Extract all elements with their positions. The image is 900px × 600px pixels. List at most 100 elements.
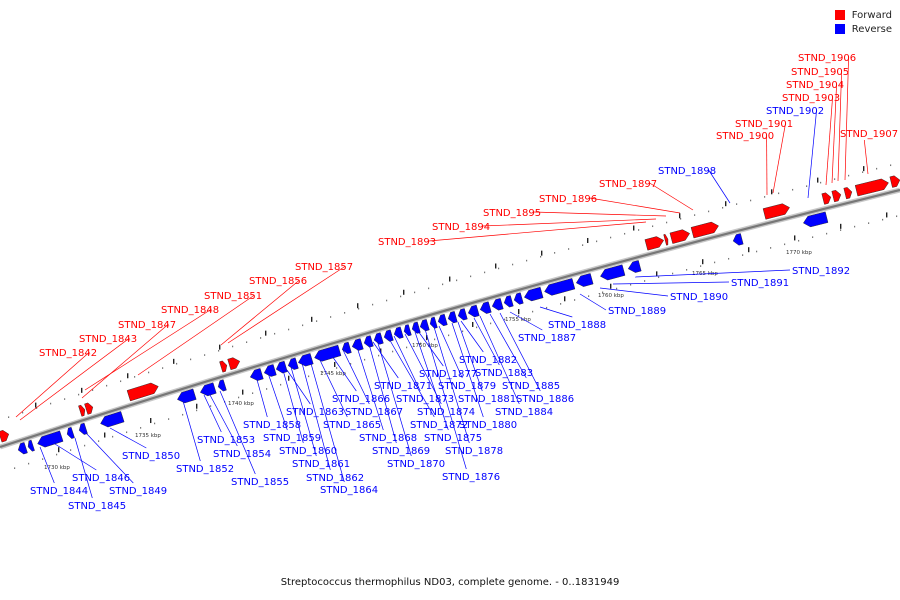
minor-tick-upper xyxy=(148,371,150,374)
minor-tick-upper xyxy=(736,203,738,205)
forward-gene-arrow xyxy=(831,190,842,203)
minor-tick-lower xyxy=(588,295,590,297)
gene-label: STND_1850 xyxy=(122,451,180,462)
minor-tick-lower xyxy=(574,299,576,301)
legend-item-reverse: Reverse xyxy=(834,22,892,36)
minor-tick-lower xyxy=(686,268,688,271)
reverse-leader-line xyxy=(109,427,147,449)
forward-gene-arrow xyxy=(669,229,690,244)
minor-tick-lower xyxy=(462,330,464,333)
minor-tick-upper xyxy=(8,416,10,418)
major-tick-lower xyxy=(242,389,244,395)
gene-label: STND_1902 xyxy=(766,106,824,117)
major-tick-upper xyxy=(81,387,83,393)
minor-tick-upper xyxy=(834,178,836,180)
reverse-leader-line xyxy=(509,311,543,331)
minor-tick-upper xyxy=(610,236,612,239)
major-tick-upper xyxy=(311,316,313,322)
minor-tick-upper xyxy=(246,341,248,344)
gene-label: STND_1900 xyxy=(716,131,774,142)
reverse-gene-arrow xyxy=(78,422,88,435)
gene-label: STND_1874 xyxy=(417,407,475,418)
reverse-gene-arrow xyxy=(429,316,438,329)
reverse-gene-arrow xyxy=(411,321,421,334)
minor-tick-upper xyxy=(470,275,472,278)
minor-tick-lower xyxy=(504,318,506,321)
minor-tick-upper xyxy=(890,164,892,167)
reverse-gene-arrow xyxy=(314,344,342,362)
minor-tick-lower xyxy=(98,440,100,442)
forward-leader-line xyxy=(589,197,681,214)
minor-tick-upper xyxy=(358,307,360,310)
minor-tick-lower xyxy=(868,222,870,224)
reverse-leader-line xyxy=(342,349,370,405)
minor-tick-upper xyxy=(582,244,584,246)
reverse-leader-line xyxy=(203,394,222,433)
minor-tick-lower xyxy=(210,405,212,407)
legend-label-forward: Forward xyxy=(851,9,892,21)
minor-tick-upper xyxy=(162,367,164,369)
major-tick-lower xyxy=(564,296,566,302)
gene-label: STND_1893 xyxy=(378,237,436,248)
reverse-leader-line xyxy=(301,362,331,471)
reverse-leader-line xyxy=(539,306,573,318)
minor-tick-upper xyxy=(484,271,486,274)
reverse-leader-line xyxy=(460,320,484,353)
gene-label: STND_1851 xyxy=(204,291,262,302)
gene-label: STND_1882 xyxy=(459,355,517,366)
forward-gene-arrow xyxy=(663,234,669,246)
forward-gene-arrow xyxy=(227,357,241,371)
reverse-leader-line xyxy=(424,328,467,470)
minor-tick-upper xyxy=(78,393,80,396)
major-tick-lower xyxy=(426,335,428,341)
kbp-tick-label: 1730 kbp xyxy=(44,465,70,471)
gene-label: STND_1844 xyxy=(30,486,88,497)
minor-tick-upper xyxy=(302,324,304,327)
forward-leader-line xyxy=(837,70,842,182)
minor-tick-lower xyxy=(56,453,58,456)
reverse-gene-arrow xyxy=(351,338,364,351)
forward-gene-arrow xyxy=(644,236,664,251)
reverse-gene-arrow xyxy=(403,324,412,337)
reverse-gene-arrow xyxy=(575,273,594,287)
minor-tick-lower xyxy=(126,431,128,434)
kbp-tick-label: 1750 kbp xyxy=(412,343,438,349)
gene-label: STND_1854 xyxy=(213,449,271,460)
major-tick-upper xyxy=(403,289,405,295)
forward-leader-line xyxy=(19,337,130,421)
major-tick-upper xyxy=(863,166,865,172)
gene-label: STND_1849 xyxy=(109,486,167,497)
reverse-leader-line xyxy=(309,359,345,483)
forward-gene-arrow xyxy=(0,430,10,443)
minor-tick-upper xyxy=(260,337,262,339)
forward-leader-line xyxy=(81,323,169,399)
minor-tick-lower xyxy=(378,354,380,357)
minor-tick-lower xyxy=(14,467,16,469)
forward-leader-line xyxy=(831,83,837,184)
gene-label: STND_1886 xyxy=(516,394,574,405)
minor-tick-lower xyxy=(392,350,394,353)
kbp-tick-label: 1740 kbp xyxy=(228,401,254,407)
minor-tick-upper xyxy=(708,210,710,213)
reverse-gene-arrow xyxy=(275,360,288,374)
forward-leader-line xyxy=(482,218,657,227)
minor-tick-upper xyxy=(456,279,458,282)
reverse-leader-line xyxy=(393,335,421,392)
reverse-leader-line xyxy=(479,315,520,405)
reverse-gene-arrow xyxy=(600,264,626,281)
reverse-leader-line xyxy=(489,313,527,379)
minor-tick-upper xyxy=(512,263,514,266)
gene-label: STND_1901 xyxy=(735,119,793,130)
gene-label: STND_1864 xyxy=(320,485,378,496)
gene-label: STND_1847 xyxy=(118,320,176,331)
forward-leader-line xyxy=(825,96,833,186)
minor-tick-upper xyxy=(218,349,220,352)
gene-label: STND_1867 xyxy=(345,407,403,418)
reverse-gene-arrow xyxy=(467,304,480,318)
forward-gene-arrow xyxy=(690,221,719,239)
minor-tick-upper xyxy=(680,217,682,220)
minor-tick-upper xyxy=(400,295,402,298)
forward-gene-arrow xyxy=(889,175,900,188)
reverse-gene-arrow xyxy=(287,357,299,370)
minor-tick-lower xyxy=(742,254,744,256)
